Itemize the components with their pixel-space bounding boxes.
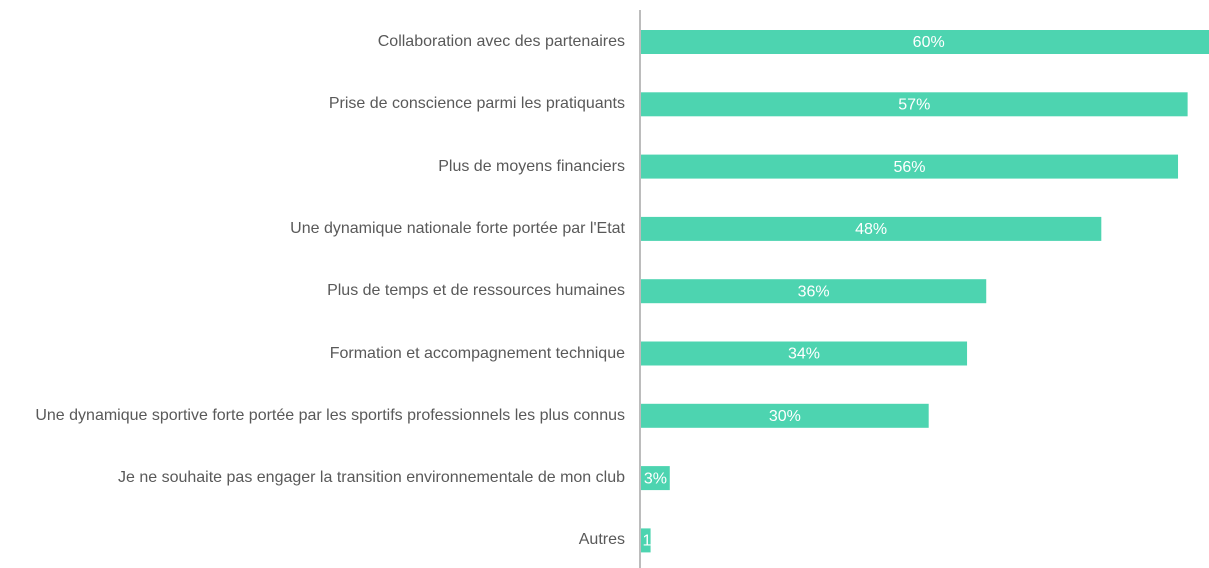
category-label: Je ne souhaite pas engager la transition… [118,469,625,487]
data-label: 3% [644,470,667,487]
bar [641,30,1209,54]
bar [641,403,929,428]
bar [641,341,968,366]
bar [641,92,1188,117]
category-label: Collaboration avec des partenaires [377,33,625,50]
data-label: 57% [898,97,930,114]
data-label: 30% [769,408,801,425]
data-label: 34% [788,346,820,363]
bar [641,154,1179,179]
category-label: Plus de temps et de ressources humaines [327,282,625,300]
category-label: Formation et accompagnement technique [329,344,625,362]
bar [641,279,987,304]
bar [641,528,651,553]
data-label: 36% [798,283,830,300]
data-label: 56% [893,159,925,176]
data-label: 60% [913,34,945,51]
data-label: 48% [855,221,887,238]
category-label: Autres [578,531,625,549]
data-label: 1% [642,533,665,550]
category-label: Une dynamique nationale forte portée par… [290,219,625,237]
bar [641,466,670,491]
category-label: Prise de conscience parmi les pratiquant… [328,95,625,113]
bar [641,216,1102,241]
category-label: Plus de moyens financiers [438,157,625,175]
category-label: Une dynamique sportive forte portée par … [35,406,625,424]
